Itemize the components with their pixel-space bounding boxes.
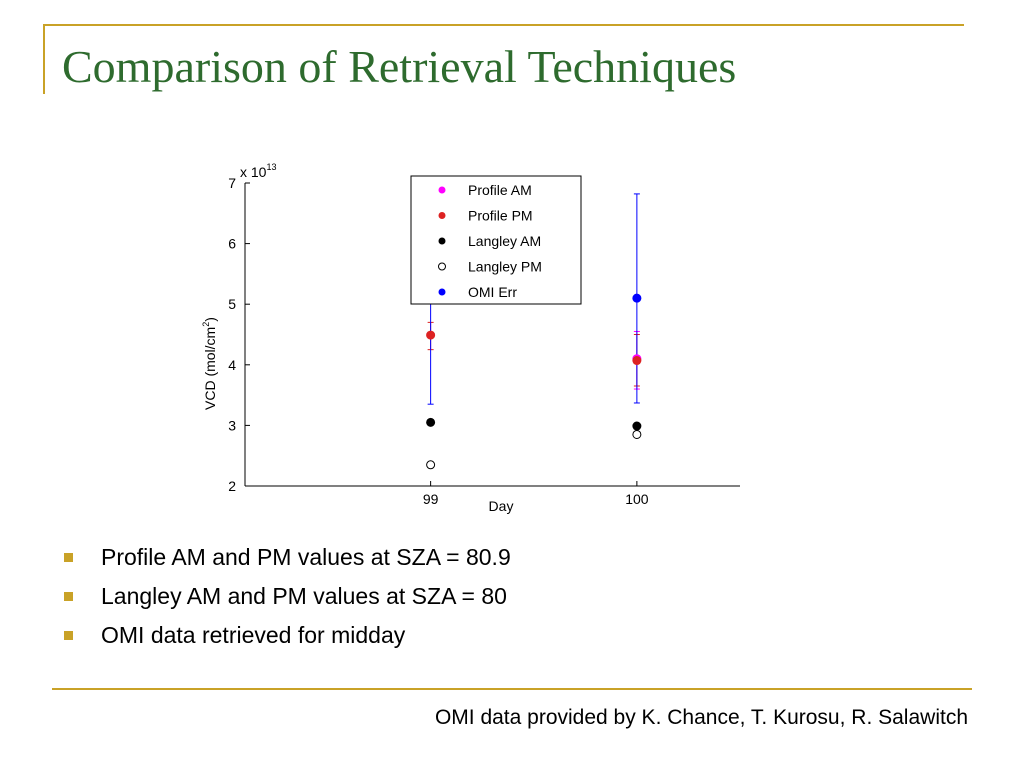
bullet-item: Profile AM and PM values at SZA = 80.9 <box>64 538 511 577</box>
x-axis-title: Day <box>489 498 514 514</box>
y-axis-title: VCD (mol/cm2) <box>201 317 218 410</box>
y-tick-label: 5 <box>228 296 236 312</box>
axis-scale-exponent: 13 <box>266 162 276 172</box>
title-frame-left-rule <box>43 24 45 94</box>
legend-marker-omi-err <box>438 288 446 296</box>
footer-credit: OMI data provided by K. Chance, T. Kuros… <box>434 706 968 729</box>
svg-text:VCD (mol/cm2): VCD (mol/cm2) <box>201 317 218 410</box>
data-point-profile-pm <box>426 330 436 340</box>
legend-label: Profile PM <box>468 208 533 224</box>
y-tick-label: 6 <box>228 236 236 252</box>
data-point-langley-am <box>426 417 436 427</box>
bullet-square-icon <box>64 592 73 601</box>
y-axis-title-end: ) <box>202 317 218 322</box>
bullet-item: OMI data retrieved for midday <box>64 616 511 655</box>
y-tick-label: 3 <box>228 417 236 433</box>
chart-legend: Profile AM Profile PM Langley AM Langley PM… <box>410 175 582 305</box>
legend-label: Langley AM <box>468 233 541 249</box>
axis-scale-factor: x 1013 <box>240 162 276 180</box>
y-tick-label: 7 <box>228 175 236 191</box>
bullet-item: Langley AM and PM values at SZA = 80 <box>64 577 511 616</box>
data-point-langley-pm <box>426 460 436 470</box>
slide-title: Comparison of Retrieval Techniques <box>62 41 737 92</box>
footer-rule <box>52 688 972 690</box>
data-point-langley-pm <box>632 429 642 439</box>
legend-marker-langley-am <box>438 237 446 245</box>
bullet-text: Langley AM and PM values at SZA = 80 <box>101 583 507 609</box>
x-tick-label: 99 <box>423 491 439 507</box>
bullet-square-icon <box>64 553 73 562</box>
legend-marker-profile-pm <box>438 212 446 219</box>
chart-container: VCD (mol/cm2) x 1013 Day 2 3 4 5 6 7 99 100 Pro… <box>190 150 750 520</box>
legend-label: Profile AM <box>468 182 532 198</box>
axis-scale-base: x 10 <box>240 164 267 180</box>
y-axis-title-main: VCD (mol/cm <box>202 327 218 410</box>
x-tick-label: 100 <box>625 491 649 507</box>
data-point-omi-err <box>632 293 642 303</box>
y-axis-title-superscript: 2 <box>201 322 211 327</box>
data-point-langley-am <box>632 421 642 431</box>
y-tick-label: 4 <box>228 357 236 373</box>
bullet-text: Profile AM and PM values at SZA = 80.9 <box>101 544 511 570</box>
bullet-list: Profile AM and PM values at SZA = 80.9 L… <box>64 538 511 655</box>
y-tick-label: 2 <box>228 478 236 494</box>
legend-marker-langley-pm <box>438 262 446 271</box>
title-frame-top-rule <box>43 24 964 26</box>
data-point-profile-pm <box>632 356 642 366</box>
bullet-text: OMI data retrieved for midday <box>101 622 406 648</box>
legend-label: OMI Err <box>468 284 517 300</box>
bullet-square-icon <box>64 631 73 640</box>
legend-marker-profile-am <box>438 186 446 194</box>
legend-label: Langley PM <box>468 259 542 275</box>
